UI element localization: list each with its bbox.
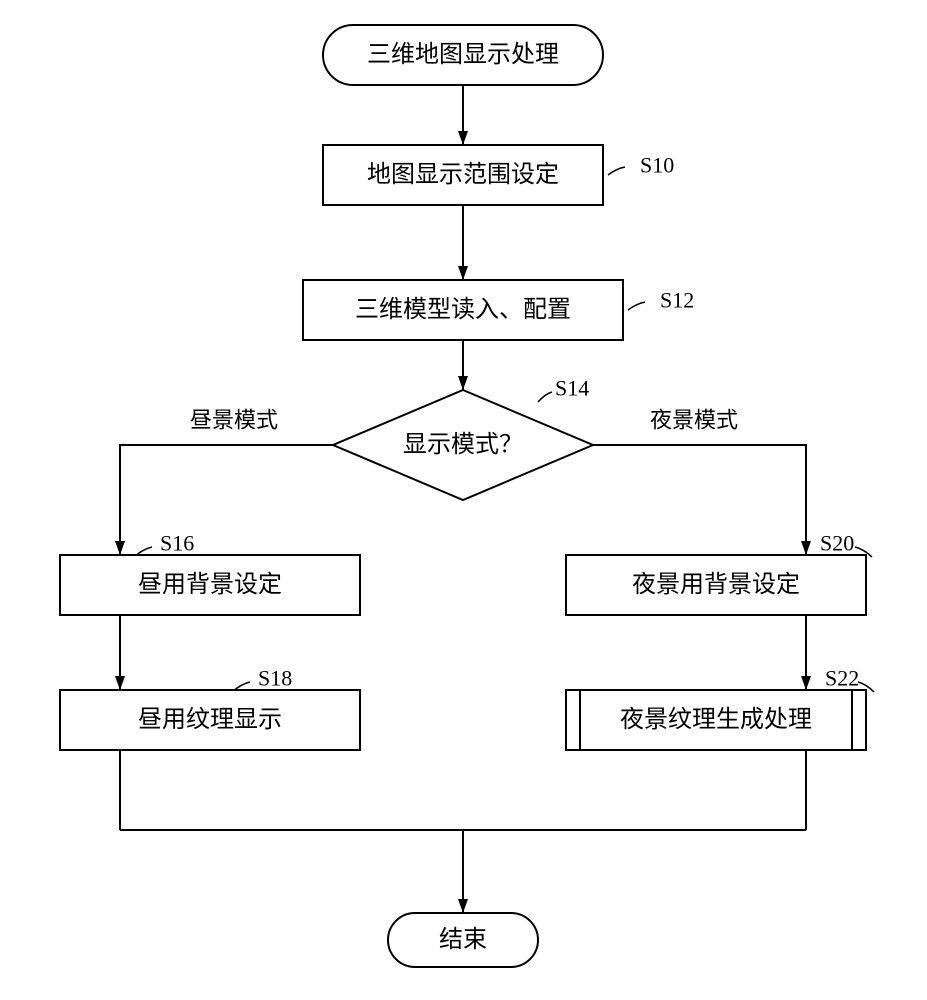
node-label-s20: 夜景用背景设定 xyxy=(632,571,800,598)
step-label-s18: S18 xyxy=(258,666,292,691)
node-label-s10: 地图显示范围设定 xyxy=(367,161,559,188)
node-s10: 地图显示范围设定 xyxy=(323,145,603,205)
node-end: 结束 xyxy=(388,913,538,967)
node-label-s16: 昼用背景设定 xyxy=(138,571,282,598)
step-label-s20: S20 xyxy=(820,531,854,556)
node-label-s14: 显示模式？ xyxy=(403,431,523,458)
step-label-s22: S22 xyxy=(825,666,859,691)
node-s16: 昼用背景设定 xyxy=(60,555,360,615)
step-label-s10: S10 xyxy=(640,153,674,178)
node-label-s18: 昼用纹理显示 xyxy=(138,706,282,733)
node-label-end: 结束 xyxy=(439,926,487,953)
step-label-s14: S14 xyxy=(555,376,589,401)
node-start: 三维地图显示处理 xyxy=(323,25,603,85)
branch-label-left: 昼景模式 xyxy=(190,408,278,433)
node-s18: 昼用纹理显示 xyxy=(60,690,360,750)
step-label-s12: S12 xyxy=(660,288,694,313)
node-label-start: 三维地图显示处理 xyxy=(367,41,559,68)
node-s20: 夜景用背景设定 xyxy=(566,555,866,615)
flowchart-diagram: 三维地图显示处理地图显示范围设定三维模型读入、配置显示模式？ 昼用背景设定昼用纹理… xyxy=(0,0,927,1000)
branch-label-right: 夜景模式 xyxy=(650,408,738,433)
step-label-s16: S16 xyxy=(160,531,194,556)
node-label-s12: 三维模型读入、配置 xyxy=(355,296,571,323)
node-s12: 三维模型读入、配置 xyxy=(303,280,623,340)
node-label-s22: 夜景纹理生成处理 xyxy=(620,706,812,733)
node-s14: 显示模式？ xyxy=(333,390,593,500)
node-s22: 夜景纹理生成处理 xyxy=(566,690,866,750)
